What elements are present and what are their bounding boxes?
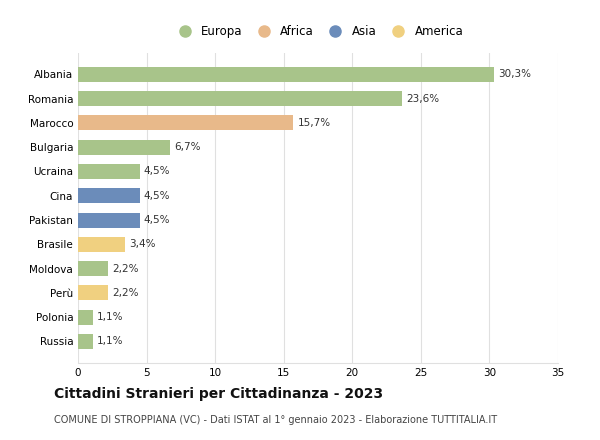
Text: Cittadini Stranieri per Cittadinanza - 2023: Cittadini Stranieri per Cittadinanza - 2… [54,387,383,401]
Bar [78,115,293,131]
Bar [78,285,108,301]
Text: 4,5%: 4,5% [144,215,170,225]
Text: 4,5%: 4,5% [144,191,170,201]
Bar [78,261,108,276]
Text: 30,3%: 30,3% [497,70,530,80]
Text: 2,2%: 2,2% [112,264,139,274]
Text: 1,1%: 1,1% [97,312,124,322]
Bar [78,213,140,227]
Text: 23,6%: 23,6% [406,94,439,104]
Bar [78,310,93,325]
Bar [78,188,140,203]
Text: 6,7%: 6,7% [174,142,200,152]
Text: 1,1%: 1,1% [97,336,124,346]
Bar [78,67,494,82]
Bar [78,164,140,179]
Bar [78,237,125,252]
Bar [78,91,401,106]
Text: 2,2%: 2,2% [112,288,139,298]
Bar [78,334,93,349]
Legend: Europa, Africa, Asia, America: Europa, Africa, Asia, America [169,22,467,41]
Text: 4,5%: 4,5% [144,166,170,176]
Text: 3,4%: 3,4% [129,239,155,249]
Bar [78,140,170,155]
Text: 15,7%: 15,7% [298,118,331,128]
Text: COMUNE DI STROPPIANA (VC) - Dati ISTAT al 1° gennaio 2023 - Elaborazione TUTTITA: COMUNE DI STROPPIANA (VC) - Dati ISTAT a… [54,415,497,425]
